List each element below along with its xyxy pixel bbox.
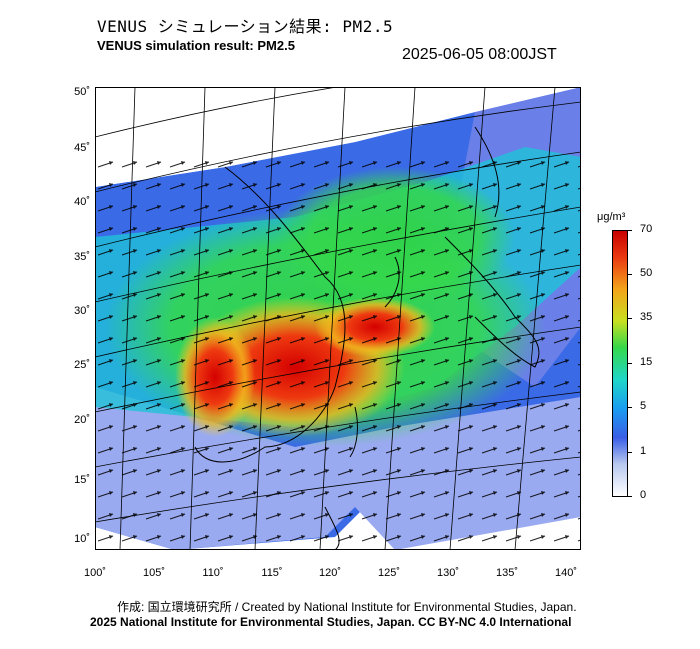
lat-label-20: 20˚ xyxy=(74,414,90,426)
colorbar-label-50: 50 xyxy=(640,267,653,279)
lon-label-110: 110˚ xyxy=(202,567,224,579)
lon-label-115: 115˚ xyxy=(261,567,283,579)
colorbar-label-70: 70 xyxy=(640,223,653,235)
colorbar xyxy=(612,230,628,497)
colorbar-label-15: 15 xyxy=(640,356,653,368)
lat-label-35: 35˚ xyxy=(74,251,90,263)
map-svg xyxy=(95,87,581,550)
colorbar-label-35: 35 xyxy=(640,311,653,323)
colorbar-tick xyxy=(628,318,632,319)
license-line: 2025 National Institute for Environmenta… xyxy=(90,615,572,629)
colorbar-tick xyxy=(628,363,632,364)
colorbar-label-5: 5 xyxy=(640,400,647,412)
coastlines xyxy=(194,126,540,550)
colorbar-tick xyxy=(628,274,632,275)
credit-line: 作成: 国立環境研究所 / Created by National Instit… xyxy=(117,600,577,614)
wind-vectors xyxy=(95,147,581,547)
colorbar-tick xyxy=(628,407,632,408)
colorbar-tick xyxy=(628,496,632,497)
lat-label-10: 10˚ xyxy=(74,533,90,545)
lat-label-25: 25˚ xyxy=(74,359,90,371)
lon-label-120: 120˚ xyxy=(318,567,342,579)
lon-label-135: 135˚ xyxy=(495,567,519,579)
title-english: VENUS simulation result: PM2.5 xyxy=(97,38,295,53)
lon-label-140: 140˚ xyxy=(554,567,578,579)
pm25-map xyxy=(95,87,581,550)
lat-label-40: 40˚ xyxy=(74,196,90,208)
timestamp: 2025-06-05 08:00JST xyxy=(402,46,557,63)
lon-label-130: 130˚ xyxy=(436,567,460,579)
colorbar-label-1: 1 xyxy=(640,445,647,457)
colorbar-tick xyxy=(628,230,632,231)
lat-label-15: 15˚ xyxy=(74,474,90,486)
colorbar-label-0: 0 xyxy=(640,489,647,501)
lon-label-105: 105˚ xyxy=(142,567,166,579)
title-japanese: VENUS シミュレーション結果: PM2.5 xyxy=(97,17,394,36)
lat-label-50: 50˚ xyxy=(74,86,90,98)
lat-label-30: 30˚ xyxy=(74,305,90,317)
colorbar-tick xyxy=(628,452,632,453)
lat-label-45: 45˚ xyxy=(74,142,90,154)
colorbar-unit: μg/m³ xyxy=(597,211,626,223)
lon-label-100: 100˚ xyxy=(83,567,107,579)
lon-label-125: 125˚ xyxy=(377,567,401,579)
graticule xyxy=(95,87,581,550)
